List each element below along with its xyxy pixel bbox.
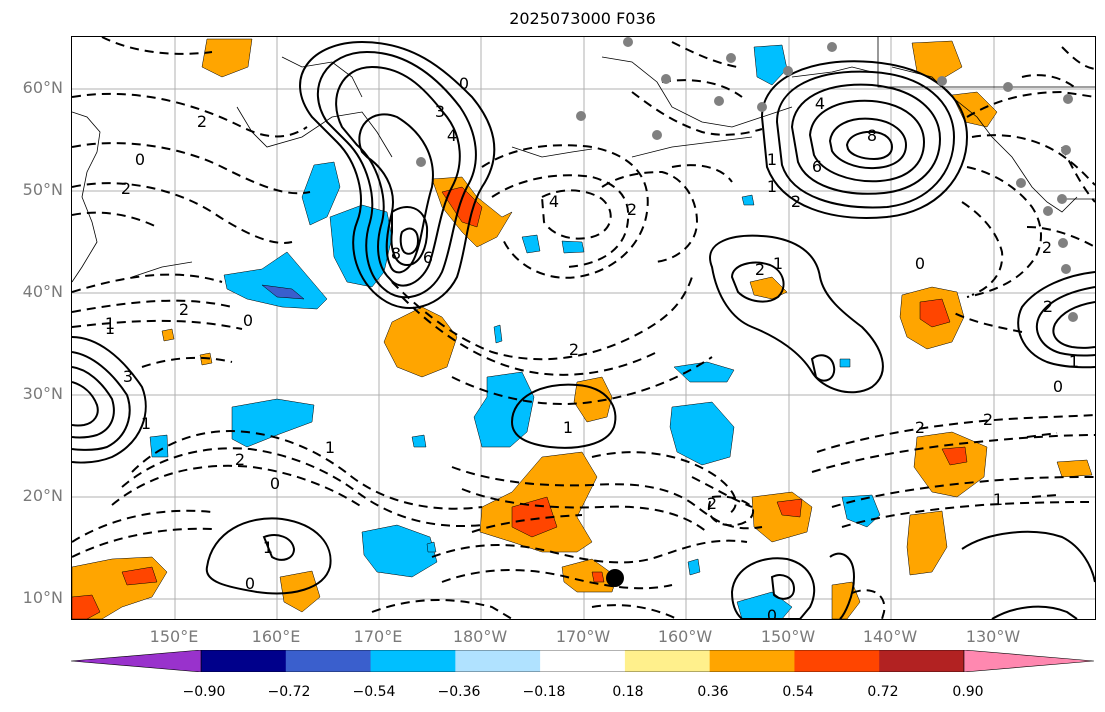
colorbar-segment xyxy=(201,650,287,672)
contour-label: 0 xyxy=(135,150,145,169)
colorbar-tick: −0.72 xyxy=(267,684,311,700)
contour-label: 1 xyxy=(263,538,273,557)
lat-label-40n: 40°N xyxy=(22,282,63,301)
colorbar-tick: −0.36 xyxy=(437,684,481,700)
contour-label: 3 xyxy=(123,367,133,386)
colorbar-tick: 0.36 xyxy=(697,684,729,700)
contour-label: 2 xyxy=(569,340,579,359)
contour-label: 1 xyxy=(767,177,777,196)
colorbar-segment xyxy=(285,650,372,672)
contour-label: 0 xyxy=(243,311,253,330)
contour-label: 1 xyxy=(325,438,335,457)
contour-label: 8 xyxy=(391,244,401,263)
contour-label: 1 xyxy=(141,414,151,433)
contour-label: 2 xyxy=(1043,297,1053,316)
contour-label: 0 xyxy=(915,254,925,273)
contour-label: 0 xyxy=(459,74,469,93)
colorbar-tick: −0.54 xyxy=(352,684,396,700)
contour-label: 6 xyxy=(812,157,822,176)
contour-label: 8 xyxy=(867,126,877,145)
lat-label-10n: 10°N xyxy=(22,588,63,607)
lon-label-160w: 160°W xyxy=(657,627,713,646)
shaded-anomaly-fields xyxy=(72,38,1093,619)
contour-label: 2 xyxy=(755,260,765,279)
lat-label-60n: 60°N xyxy=(22,78,63,97)
contour-label: 1 xyxy=(993,490,1003,509)
storm-center-marker xyxy=(606,569,624,587)
colorbar-tick: 0.72 xyxy=(867,684,899,700)
lon-label-150e: 150°E xyxy=(149,627,199,646)
lat-label-20n: 20°N xyxy=(22,486,63,505)
contour-label: 6 xyxy=(423,248,433,267)
contour-label: 2 xyxy=(179,300,189,319)
contour-label: 4 xyxy=(549,192,559,211)
lon-label-170e: 170°E xyxy=(353,627,403,646)
contour-label: 2 xyxy=(1042,238,1052,257)
colorbar-tick: −0.90 xyxy=(182,684,226,700)
contour-label: 0 xyxy=(245,574,255,593)
lat-label-50n: 50°N xyxy=(22,180,63,199)
contour-label: 2 xyxy=(121,179,131,198)
contour-label: 3 xyxy=(435,102,445,121)
lon-label-180w: 180°W xyxy=(452,627,508,646)
contour-label: 2 xyxy=(707,494,717,513)
contour-label: 1 xyxy=(773,254,783,273)
colorbar-segment xyxy=(455,650,541,672)
contour-labels: 0 2 3 4 6 8 1 0 1 2 3 4 6 8 2 1 0 2 1 2 … xyxy=(105,74,1079,619)
contour-label: 1 xyxy=(563,418,573,437)
colorbar-tick: 0.90 xyxy=(952,684,984,700)
lon-label-160e: 160°E xyxy=(251,627,301,646)
colorbar xyxy=(71,650,1094,672)
contour-label: 2 xyxy=(915,418,925,437)
colorbar-segment xyxy=(879,650,965,672)
contour-label: 2 xyxy=(627,200,637,219)
colorbar-tick: 0.18 xyxy=(612,684,644,700)
colorbar-tick: 0.54 xyxy=(782,684,814,700)
lon-label-150w: 150°W xyxy=(760,627,816,646)
contour-label: 1 xyxy=(105,314,115,333)
colorbar-segment xyxy=(794,650,880,672)
contour-label: 0 xyxy=(767,606,777,619)
contour-label: 2 xyxy=(983,410,993,429)
contour-label: 1 xyxy=(767,150,777,169)
contour-label: 2 xyxy=(235,450,245,469)
lon-label-170w: 170°W xyxy=(555,627,611,646)
contour-label: 1 xyxy=(105,319,115,338)
colorbar-segment xyxy=(624,650,711,672)
lat-label-30n: 30°N xyxy=(22,384,63,403)
map-title: 2025073000 F036 xyxy=(509,9,656,28)
colorbar-segment xyxy=(370,650,456,672)
colorbar-tick: −0.18 xyxy=(522,684,566,700)
map-panel: 0 2 3 4 6 8 1 0 1 2 3 4 6 8 2 1 0 2 1 2 … xyxy=(71,36,1096,620)
colorbar-segment xyxy=(709,650,795,672)
contour-label: 4 xyxy=(815,94,825,113)
contour-label: 1 xyxy=(1069,352,1079,371)
contour-label: 4 xyxy=(447,126,457,145)
lon-label-130w: 130°W xyxy=(965,627,1021,646)
map-canvas: 0 2 3 4 6 8 1 0 1 2 3 4 6 8 2 1 0 2 1 2 … xyxy=(72,37,1095,619)
colorbar-segment xyxy=(540,650,626,672)
contour-label: 0 xyxy=(270,474,280,493)
dashed-contour-lines xyxy=(72,37,1095,619)
contour-label: 2 xyxy=(791,192,801,211)
station-markers xyxy=(416,37,1078,322)
contour-label: 2 xyxy=(197,112,207,131)
lon-label-140w: 140°W xyxy=(862,627,918,646)
contour-label: 0 xyxy=(1053,377,1063,396)
